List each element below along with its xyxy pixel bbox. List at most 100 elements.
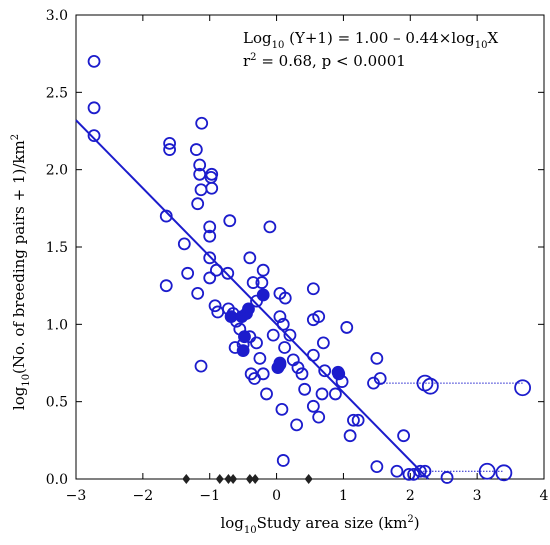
data-point bbox=[306, 399, 320, 413]
data-point bbox=[407, 467, 421, 481]
data-point bbox=[203, 220, 217, 234]
filled-data-point bbox=[236, 344, 250, 358]
x-tick-label: −3 bbox=[66, 488, 87, 504]
x-axis-title: log10Study area size (km2) bbox=[220, 514, 419, 536]
data-point bbox=[418, 464, 432, 478]
x-tick-label: 2 bbox=[406, 488, 415, 504]
x-tick-label: 0 bbox=[272, 488, 281, 504]
data-point bbox=[255, 276, 269, 289]
regression-line bbox=[75, 119, 430, 480]
data-point bbox=[163, 143, 177, 156]
data-point bbox=[266, 328, 280, 342]
filled-data-point bbox=[331, 365, 345, 379]
y-tick-label: 2.5 bbox=[46, 85, 68, 101]
zero-diamond-marker bbox=[224, 474, 233, 484]
data-point bbox=[189, 143, 203, 156]
data-point bbox=[208, 299, 222, 313]
y-tick-label: 2.0 bbox=[46, 163, 68, 179]
plot-frame bbox=[75, 14, 545, 480]
data-point bbox=[191, 197, 205, 211]
data-point bbox=[298, 382, 312, 396]
data-point bbox=[276, 454, 290, 467]
data-point bbox=[402, 467, 416, 481]
data-point bbox=[209, 263, 223, 277]
data-point bbox=[273, 310, 287, 324]
data-point bbox=[343, 429, 357, 443]
data-point bbox=[295, 367, 309, 381]
filled-data-point bbox=[256, 288, 270, 302]
large-data-point bbox=[478, 462, 496, 480]
data-point bbox=[181, 266, 195, 280]
data-point bbox=[340, 321, 354, 334]
zero-diamond-marker bbox=[251, 474, 260, 484]
data-point bbox=[250, 336, 263, 350]
regression-equation: Log10 (Y+1) = 1.00 – 0.44×log10X bbox=[243, 29, 499, 51]
data-point bbox=[263, 220, 277, 234]
data-point bbox=[253, 351, 267, 365]
data-point bbox=[205, 181, 219, 195]
data-point bbox=[373, 372, 387, 385]
data-point bbox=[87, 129, 101, 143]
x-tick-label: −2 bbox=[133, 488, 154, 504]
zero-diamond-marker bbox=[245, 474, 254, 484]
x-tick-label: −1 bbox=[199, 488, 220, 504]
data-point bbox=[191, 286, 205, 300]
data-point bbox=[87, 101, 101, 115]
data-point bbox=[195, 116, 209, 130]
data-point bbox=[203, 229, 217, 243]
filled-data-point bbox=[242, 302, 255, 316]
y-tick-label: 0.5 bbox=[46, 395, 68, 411]
data-point bbox=[306, 348, 320, 362]
data-point bbox=[276, 317, 290, 331]
data-point bbox=[223, 214, 237, 228]
data-point bbox=[283, 328, 297, 342]
regression-stats: r2 = 0.68, p < 0.0001 bbox=[243, 52, 406, 70]
data-point bbox=[159, 209, 173, 223]
large-data-point bbox=[514, 379, 532, 397]
data-point bbox=[246, 276, 260, 289]
data-point bbox=[278, 341, 291, 354]
range-lines bbox=[380, 382, 523, 472]
data-point bbox=[260, 387, 273, 401]
data-point bbox=[221, 266, 235, 280]
y-tick-label: 1.0 bbox=[46, 317, 68, 333]
tick-labels: −3 −2 −1 0 1 2 3 4 0.0 0.5 1.0 1.5 2.0 2.5 3.0 bbox=[46, 8, 549, 504]
filled-data-point bbox=[224, 310, 238, 324]
data-point bbox=[256, 367, 270, 381]
y-axis-title: log10(No. of breeding pairs + 1)/km2 bbox=[10, 134, 32, 410]
data-point bbox=[316, 336, 330, 350]
data-point bbox=[370, 351, 384, 365]
data-point bbox=[318, 364, 332, 378]
zero-diamond-marker bbox=[304, 474, 313, 484]
axes-frame bbox=[75, 14, 545, 480]
data-point bbox=[278, 291, 292, 305]
data-point bbox=[193, 158, 207, 172]
data-point bbox=[275, 402, 289, 416]
x-tick-label: 3 bbox=[473, 488, 482, 504]
large-data-point bbox=[495, 464, 513, 482]
data-point bbox=[194, 359, 208, 373]
data-point bbox=[243, 251, 257, 265]
zero-diamond-marker bbox=[182, 474, 191, 484]
data-point bbox=[177, 237, 191, 251]
data-point bbox=[329, 387, 342, 401]
x-tick-label: 1 bbox=[339, 488, 348, 504]
zero-diamond-marker bbox=[229, 474, 238, 484]
data-points bbox=[87, 55, 532, 484]
data-point bbox=[194, 183, 208, 197]
data-point bbox=[390, 464, 404, 478]
data-point bbox=[306, 313, 320, 327]
regression-line-group bbox=[75, 119, 430, 480]
data-point bbox=[370, 460, 384, 474]
data-point bbox=[203, 251, 217, 265]
data-point bbox=[315, 387, 329, 401]
x-tick-label: 4 bbox=[540, 488, 549, 504]
y-tick-label: 1.5 bbox=[46, 240, 68, 256]
data-point bbox=[87, 55, 101, 68]
data-point bbox=[440, 471, 454, 484]
filled-data-point bbox=[238, 330, 251, 344]
filled-data-point bbox=[273, 358, 287, 371]
large-data-point bbox=[421, 377, 439, 395]
